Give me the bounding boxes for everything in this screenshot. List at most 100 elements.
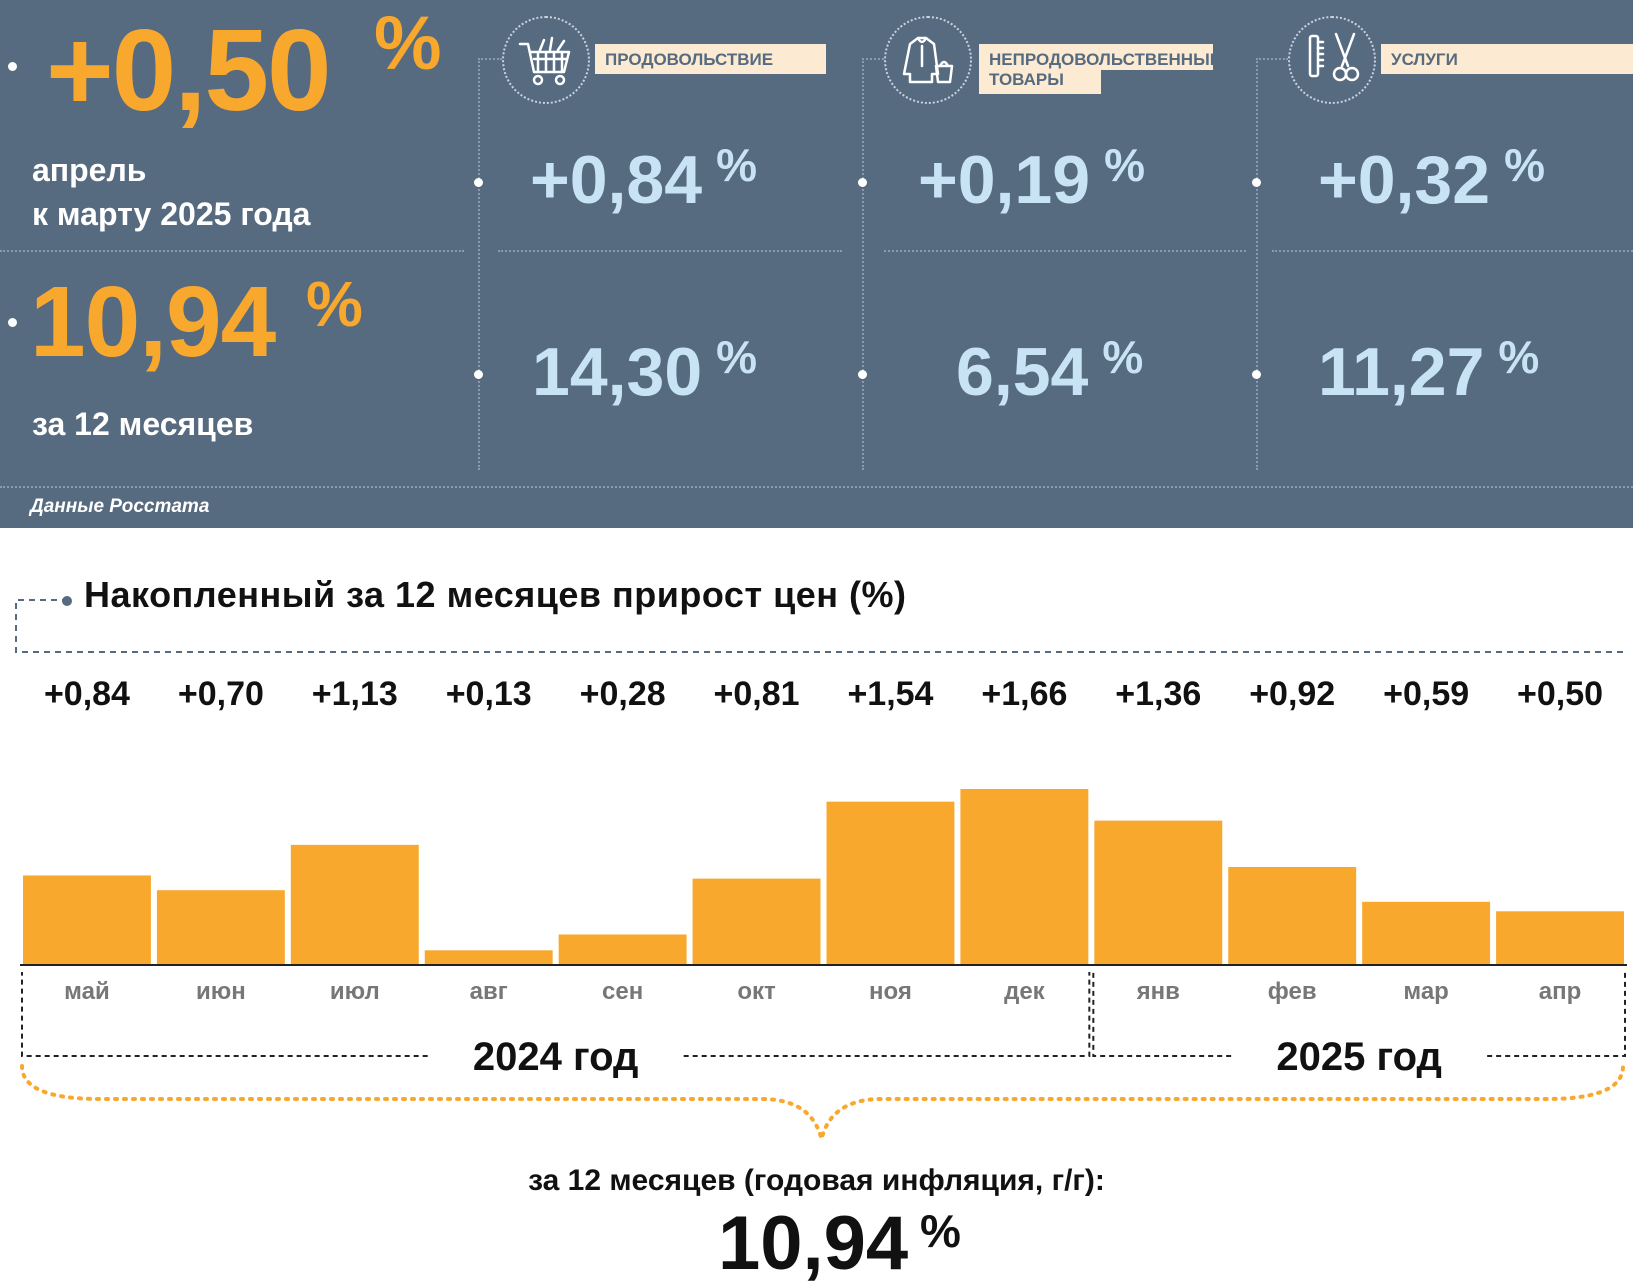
nonfood-monthly: +0,19% <box>918 142 1145 214</box>
month-label: янв <box>1136 978 1180 1005</box>
connector-line <box>1256 58 1288 60</box>
month-label: июн <box>196 978 246 1005</box>
bar-фев <box>1228 867 1357 964</box>
year-bracket <box>21 972 428 1057</box>
value-label: +0,59 <box>1383 675 1469 713</box>
data-source: Данные Росстата <box>30 496 210 517</box>
nonfood-monthly-unit: % <box>1104 139 1145 191</box>
services-annual-value: 11,27 <box>1318 334 1485 410</box>
annual-unit: % <box>920 1205 961 1257</box>
column-divider <box>862 58 864 470</box>
annual-value: 10,94 <box>718 1201 909 1286</box>
services-monthly-unit: % <box>1504 139 1545 191</box>
food-monthly-value: +0,84 <box>530 142 703 218</box>
year-bracket <box>1487 972 1626 1057</box>
food-monthly: +0,84% <box>530 142 757 214</box>
column-divider <box>478 58 480 470</box>
monthly-label-line2: к марту 2025 года <box>32 196 311 232</box>
bar-сен <box>558 934 687 964</box>
bar-chart: +0,84 +0,70 +1,13 +0,13 +0,28 +0,81 +1,54 +1,66… <box>20 675 1627 1140</box>
bullet-dot <box>1252 370 1261 379</box>
year-group-label: 2024 год <box>473 1035 639 1079</box>
bottom-divider <box>0 486 1633 488</box>
category-label-services: УСЛУГИ <box>1381 44 1633 74</box>
value-label: +1,66 <box>981 675 1067 713</box>
shopping-cart-icon <box>502 16 590 104</box>
bullet-dot <box>8 62 17 71</box>
annual-period-label: за 12 месяцев <box>32 406 254 442</box>
value-label: +1,13 <box>312 675 398 713</box>
value-label: +1,36 <box>1115 675 1201 713</box>
value-label: +0,13 <box>446 675 532 713</box>
total-brace <box>20 1064 1625 1140</box>
monthly-inflation-value: +0,50 <box>46 5 332 135</box>
food-annual-value: 14,30 <box>532 334 703 410</box>
bar-окт <box>692 878 821 964</box>
row-divider <box>884 250 1246 252</box>
month-label: мар <box>1403 978 1448 1005</box>
comb-scissors-icon <box>1288 16 1376 104</box>
bar-авг <box>424 950 553 964</box>
bullet-dot <box>474 178 483 187</box>
month-label: дек <box>1004 978 1046 1005</box>
year-bracket <box>683 972 1091 1057</box>
category-label-nonfood-line1: НЕПРОДОВОЛЬСТВЕННЫЕ <box>979 44 1221 70</box>
connector-line <box>862 58 884 60</box>
month-label: окт <box>737 978 776 1005</box>
bar-июн <box>156 890 285 964</box>
month-label: июл <box>330 978 380 1005</box>
month-label: авг <box>470 978 508 1005</box>
nonfood-monthly-value: +0,19 <box>918 142 1091 218</box>
year-group-label: 2025 год <box>1276 1035 1442 1079</box>
bar-мар <box>1362 901 1491 964</box>
clothes-bag-icon <box>884 16 972 104</box>
bar-янв <box>1094 820 1223 964</box>
month-label: апр <box>1539 978 1582 1005</box>
category-label-nonfood: НЕПРОДОВОЛЬСТВЕННЫЕ ТОВАРЫ <box>979 44 1221 94</box>
bullet-dot <box>858 178 867 187</box>
month-label: май <box>64 978 110 1005</box>
bar-май <box>23 875 151 964</box>
bar-апр <box>1496 911 1624 964</box>
row-divider <box>0 250 464 252</box>
nonfood-annual-unit: % <box>1102 331 1144 383</box>
bullet-dot <box>474 370 483 379</box>
bullet-dot <box>1252 178 1261 187</box>
row-divider <box>498 250 842 252</box>
services-annual-unit: % <box>1498 331 1540 383</box>
value-label: +1,54 <box>847 675 933 713</box>
column-divider <box>1256 58 1258 470</box>
services-monthly: +0,32% <box>1318 142 1545 214</box>
annual-inflation-unit: % <box>306 268 363 340</box>
chart-title: Накопленный за 12 месяцев прирост цен (%… <box>84 574 907 615</box>
year-bracket <box>1092 972 1232 1057</box>
nonfood-annual: 6,54% <box>956 334 1143 406</box>
connector-line <box>478 58 502 60</box>
food-annual-unit: % <box>716 331 758 383</box>
food-annual: 14,30% <box>532 334 757 406</box>
monthly-inflation-unit: % <box>374 1 442 86</box>
category-label-food: ПРОДОВОЛЬСТВИЕ <box>595 44 826 74</box>
value-label: +0,28 <box>580 675 666 713</box>
nonfood-annual-value: 6,54 <box>956 334 1089 410</box>
month-label: ноя <box>869 978 912 1005</box>
annual-caption: за 12 месяцев (годовая инфляция, г/г): <box>528 1164 1105 1197</box>
month-label: фев <box>1268 978 1317 1005</box>
month-label: сен <box>602 978 643 1005</box>
services-monthly-value: +0,32 <box>1318 142 1491 218</box>
monthly-period-label: апрель к марту 2025 года <box>32 148 310 236</box>
services-annual: 11,27% <box>1318 334 1539 406</box>
value-label: +0,81 <box>714 675 800 713</box>
row-divider <box>1272 250 1633 252</box>
bar-ноя <box>826 801 955 964</box>
value-label: +0,50 <box>1517 675 1603 713</box>
food-monthly-unit: % <box>716 139 757 191</box>
value-label: +0,84 <box>44 675 130 713</box>
monthly-label-line1: апрель <box>32 152 147 188</box>
summary-panel: +0,50 % апрель к марту 2025 года 10,94 %… <box>0 0 1633 528</box>
bar-июл <box>290 844 419 964</box>
value-label: +0,70 <box>178 675 264 713</box>
value-label: +0,92 <box>1249 675 1335 713</box>
bullet-dot <box>858 370 867 379</box>
bullet-dot <box>8 318 17 327</box>
